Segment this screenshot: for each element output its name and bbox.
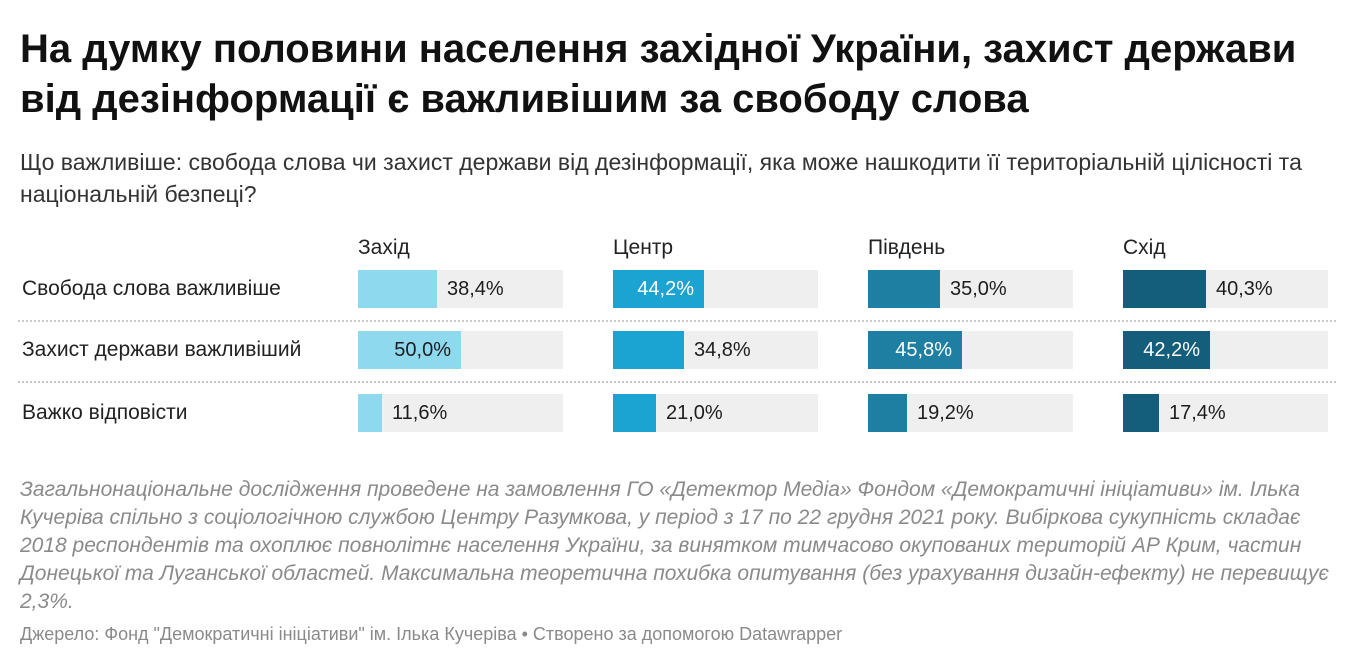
bar-track: 45,8% xyxy=(868,331,1073,369)
bar xyxy=(1123,331,1210,369)
chart-title: На думку половини населення західної Укр… xyxy=(20,27,1297,121)
column-header: Захід xyxy=(358,236,410,259)
bar xyxy=(613,394,656,432)
bar-track: 35,0% xyxy=(868,270,1073,308)
bar-track: 50,0% xyxy=(358,331,563,369)
bar-track: 17,4% xyxy=(1123,394,1328,432)
bar-track: 40,3% xyxy=(1123,270,1328,308)
bar xyxy=(358,270,437,308)
data-label: 50,0% xyxy=(394,339,451,361)
column-header: Південь xyxy=(868,236,946,259)
data-label: 21,0% xyxy=(666,402,723,424)
bar-track: 11,6% xyxy=(358,394,563,432)
data-label: 11,6% xyxy=(392,402,448,424)
data-label: 34,8% xyxy=(694,339,751,361)
bar xyxy=(868,331,962,369)
bar xyxy=(868,270,940,308)
data-label: 40,3% xyxy=(1216,278,1273,300)
bar xyxy=(358,394,382,432)
bar-track: 21,0% xyxy=(613,394,818,432)
row-label: Важко відповісти xyxy=(22,401,188,424)
methodology-notes: Загальнонаціональне дослідження проведен… xyxy=(20,478,1329,613)
column-header: Центр xyxy=(613,236,674,259)
data-label: 38,4% xyxy=(447,278,504,300)
bar-chart: Захід Центр Південь Схід Свобода слова важли… xyxy=(0,228,1358,448)
row-label: Захист держави важливіший xyxy=(22,338,302,361)
bar xyxy=(358,331,461,369)
bar-track: 38,4% xyxy=(358,270,563,308)
data-label: 17,4% xyxy=(1169,402,1226,424)
chart-subtitle: Що важливіше: свобода слова чи захист де… xyxy=(20,149,1302,207)
data-label: 44,2% xyxy=(637,278,694,300)
data-label: 42,2% xyxy=(1143,339,1200,361)
bar-track: 44,2% xyxy=(613,270,818,308)
bar xyxy=(868,394,907,432)
row-separator xyxy=(18,320,1336,322)
column-header: Схід xyxy=(1123,236,1166,259)
bar xyxy=(613,270,704,308)
bar xyxy=(1123,394,1159,432)
row-label: Свобода слова важливіше xyxy=(22,277,281,300)
bar-track: 19,2% xyxy=(868,394,1073,432)
data-label: 19,2% xyxy=(917,402,974,424)
bar-track: 42,2% xyxy=(1123,331,1328,369)
bar xyxy=(613,331,684,369)
bar xyxy=(1123,270,1206,308)
source-line: Джерело: Фонд "Демократичні ініціативи" … xyxy=(20,624,843,644)
data-label: 35,0% xyxy=(950,278,1007,300)
data-label: 45,8% xyxy=(895,339,952,361)
row-separator xyxy=(18,381,1336,383)
bar-track: 34,8% xyxy=(613,331,818,369)
